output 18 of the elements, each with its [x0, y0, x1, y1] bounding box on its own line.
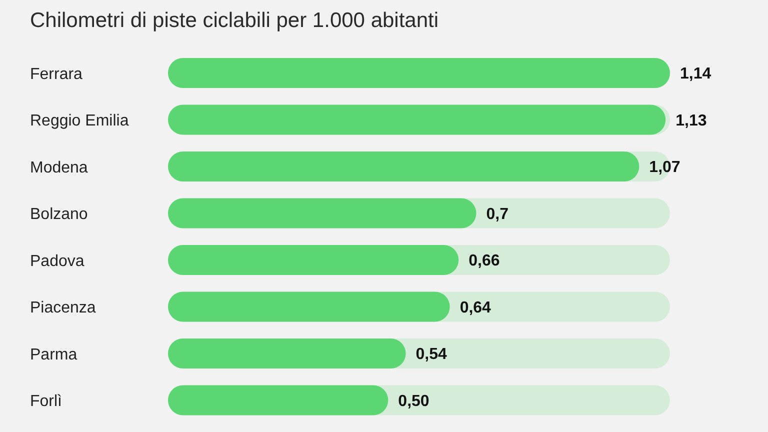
data-label: 0,66: [468, 252, 500, 270]
y-tick-label: Modena: [30, 159, 88, 176]
y-tick-label: Piacenza: [30, 300, 96, 317]
y-tick-label: Ferrara: [30, 66, 83, 83]
bar: [168, 104, 666, 135]
data-label: 1,14: [680, 66, 712, 83]
data-label: 0,54: [416, 346, 448, 364]
data-label: 1,07: [649, 159, 680, 176]
data-label: 0,50: [398, 392, 430, 410]
chart-title: Chilometri di piste ciclabili per 1.000 abitanti: [30, 9, 439, 32]
y-tick-label: Bolzano: [30, 206, 88, 224]
data-label: 0,64: [460, 299, 492, 316]
y-tick-label: Parma: [30, 346, 78, 364]
y-tick-label: Reggio Emilia: [30, 112, 129, 130]
data-label: 1,13: [676, 112, 707, 130]
data-label: 0,7: [486, 206, 509, 223]
y-tick-label: Padova: [30, 252, 84, 270]
y-tick-label: Forlì: [30, 393, 62, 410]
